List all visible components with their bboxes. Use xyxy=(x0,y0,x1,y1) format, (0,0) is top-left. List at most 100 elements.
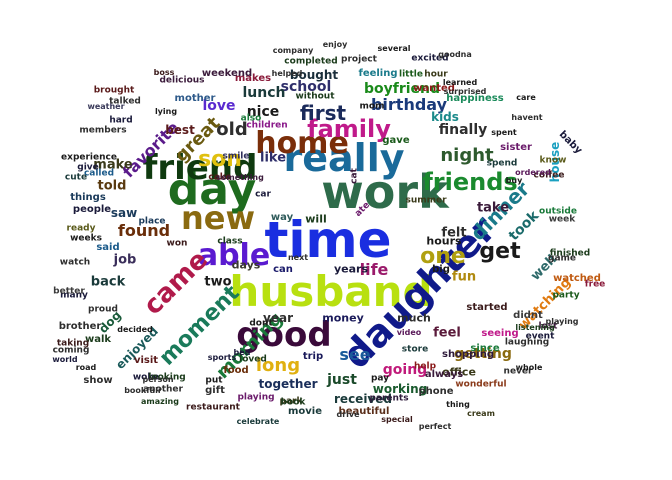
cloud-word: perfect xyxy=(418,422,452,431)
cloud-word: finally xyxy=(438,122,488,138)
cloud-word: day xyxy=(167,164,257,215)
cloud-word: home xyxy=(255,126,349,161)
cloud-word: help xyxy=(413,361,437,372)
cloud-word: time xyxy=(264,211,392,269)
cloud-word: lunch xyxy=(242,85,286,101)
cloud-word: havent xyxy=(511,113,543,122)
cloud-word: gave xyxy=(382,135,410,146)
cloud-word: job xyxy=(113,252,137,268)
cloud-word: store xyxy=(401,344,429,355)
cloud-word: helped xyxy=(271,69,303,78)
cloud-word: spent xyxy=(491,128,517,137)
cloud-word: smile xyxy=(222,151,250,162)
cloud-word: class xyxy=(217,236,243,247)
cloud-word: old xyxy=(216,119,248,140)
cloud-word: mother xyxy=(174,93,216,104)
cloud-word: goodna xyxy=(438,50,472,59)
cloud-word: hard xyxy=(109,115,133,126)
cloud-word: get xyxy=(479,239,521,264)
cloud-word: make xyxy=(93,157,133,173)
cloud-word: know xyxy=(539,155,567,166)
cloud-word: lost xyxy=(538,321,558,332)
cloud-word: movie xyxy=(287,406,323,417)
cloud-word: person xyxy=(142,375,174,384)
cloud-word: members xyxy=(79,125,127,136)
cloud-word: car xyxy=(255,189,271,200)
cloud-word: boyfriend xyxy=(363,81,441,97)
cloud-word: long xyxy=(255,355,301,376)
cloud-word: experience xyxy=(61,152,117,163)
cloud-word: drive xyxy=(336,410,360,419)
cloud-word: wanted xyxy=(413,83,455,94)
cloud-word: never xyxy=(503,366,533,377)
cloud-word: place xyxy=(138,216,166,227)
cloud-word: bought xyxy=(289,68,339,82)
cloud-word: hour xyxy=(424,69,448,80)
cloud-word: seeing xyxy=(481,328,519,339)
cloud-word: trip xyxy=(302,351,324,362)
cloud-word: brother xyxy=(58,321,102,332)
cloud-word: started xyxy=(466,302,508,313)
cloud-word: will xyxy=(305,212,327,226)
cloud-word: gift xyxy=(205,385,225,396)
cloud-word: fun xyxy=(451,269,477,285)
cloud-word: wonderful xyxy=(455,379,507,390)
cloud-word: enjoy xyxy=(322,40,348,49)
cloud-word: getting xyxy=(454,346,512,362)
cloud-word: finished xyxy=(549,248,591,259)
cloud-word: much xyxy=(397,311,431,325)
cloud-word: husband xyxy=(229,267,433,316)
cloud-word: life xyxy=(359,260,389,279)
cloud-word: bed xyxy=(233,348,251,357)
cloud-word: ready xyxy=(66,223,96,234)
cloud-word: days xyxy=(231,258,261,272)
cloud-word: laughing xyxy=(504,337,550,348)
cloud-word: coffee xyxy=(533,170,565,181)
cloud-word: book xyxy=(280,397,306,408)
cloud-word: family xyxy=(307,115,391,143)
cloud-word: years xyxy=(333,262,369,276)
cloud-word: take xyxy=(476,200,510,216)
cloud-word: party xyxy=(552,290,580,301)
cloud-word: something xyxy=(216,173,264,182)
cloud-word: proud xyxy=(88,304,118,315)
cloud-word: working xyxy=(372,382,428,396)
cloud-word: delicious xyxy=(159,75,205,86)
cloud-word: cat xyxy=(349,168,360,184)
cloud-word: summer xyxy=(405,195,447,206)
cloud-word: completed xyxy=(284,56,338,67)
cloud-word: friends xyxy=(422,168,518,196)
cloud-word: park xyxy=(279,396,303,407)
cloud-word: happiness xyxy=(446,93,504,104)
cloud-word: amazing xyxy=(141,397,179,406)
cloud-word: nice xyxy=(246,104,280,120)
cloud-word: saw xyxy=(110,206,138,220)
cloud-word: talked xyxy=(109,96,141,107)
cloud-word: another xyxy=(143,384,183,395)
cloud-word: won xyxy=(166,238,188,249)
cloud-word: company xyxy=(272,46,314,55)
cloud-word: first xyxy=(299,101,347,125)
cloud-word: called xyxy=(83,168,115,179)
cloud-word: dont xyxy=(249,318,273,329)
cloud-word: school xyxy=(280,79,332,95)
cloud-word: better xyxy=(53,286,85,297)
cloud-word: next xyxy=(287,253,309,262)
cloud-word: back xyxy=(90,274,126,290)
cloud-word: kids xyxy=(431,110,459,124)
cloud-word: friend xyxy=(142,148,258,188)
cloud-word: just xyxy=(327,372,357,388)
cloud-word: brought xyxy=(93,85,135,96)
cloud-word: one xyxy=(420,244,466,269)
cloud-word: excited xyxy=(411,53,449,64)
cloud-word: able xyxy=(197,238,271,273)
cloud-word: birthday xyxy=(370,95,448,114)
cloud-word: visit xyxy=(133,355,159,366)
cloud-word: celebrate xyxy=(236,417,280,426)
cloud-word: like xyxy=(259,150,287,166)
cloud-word: things xyxy=(70,192,106,203)
cloud-word: learned xyxy=(442,78,478,87)
cloud-word: loved xyxy=(239,354,267,365)
cloud-word: video xyxy=(396,328,422,337)
cloud-word: give xyxy=(77,162,99,173)
